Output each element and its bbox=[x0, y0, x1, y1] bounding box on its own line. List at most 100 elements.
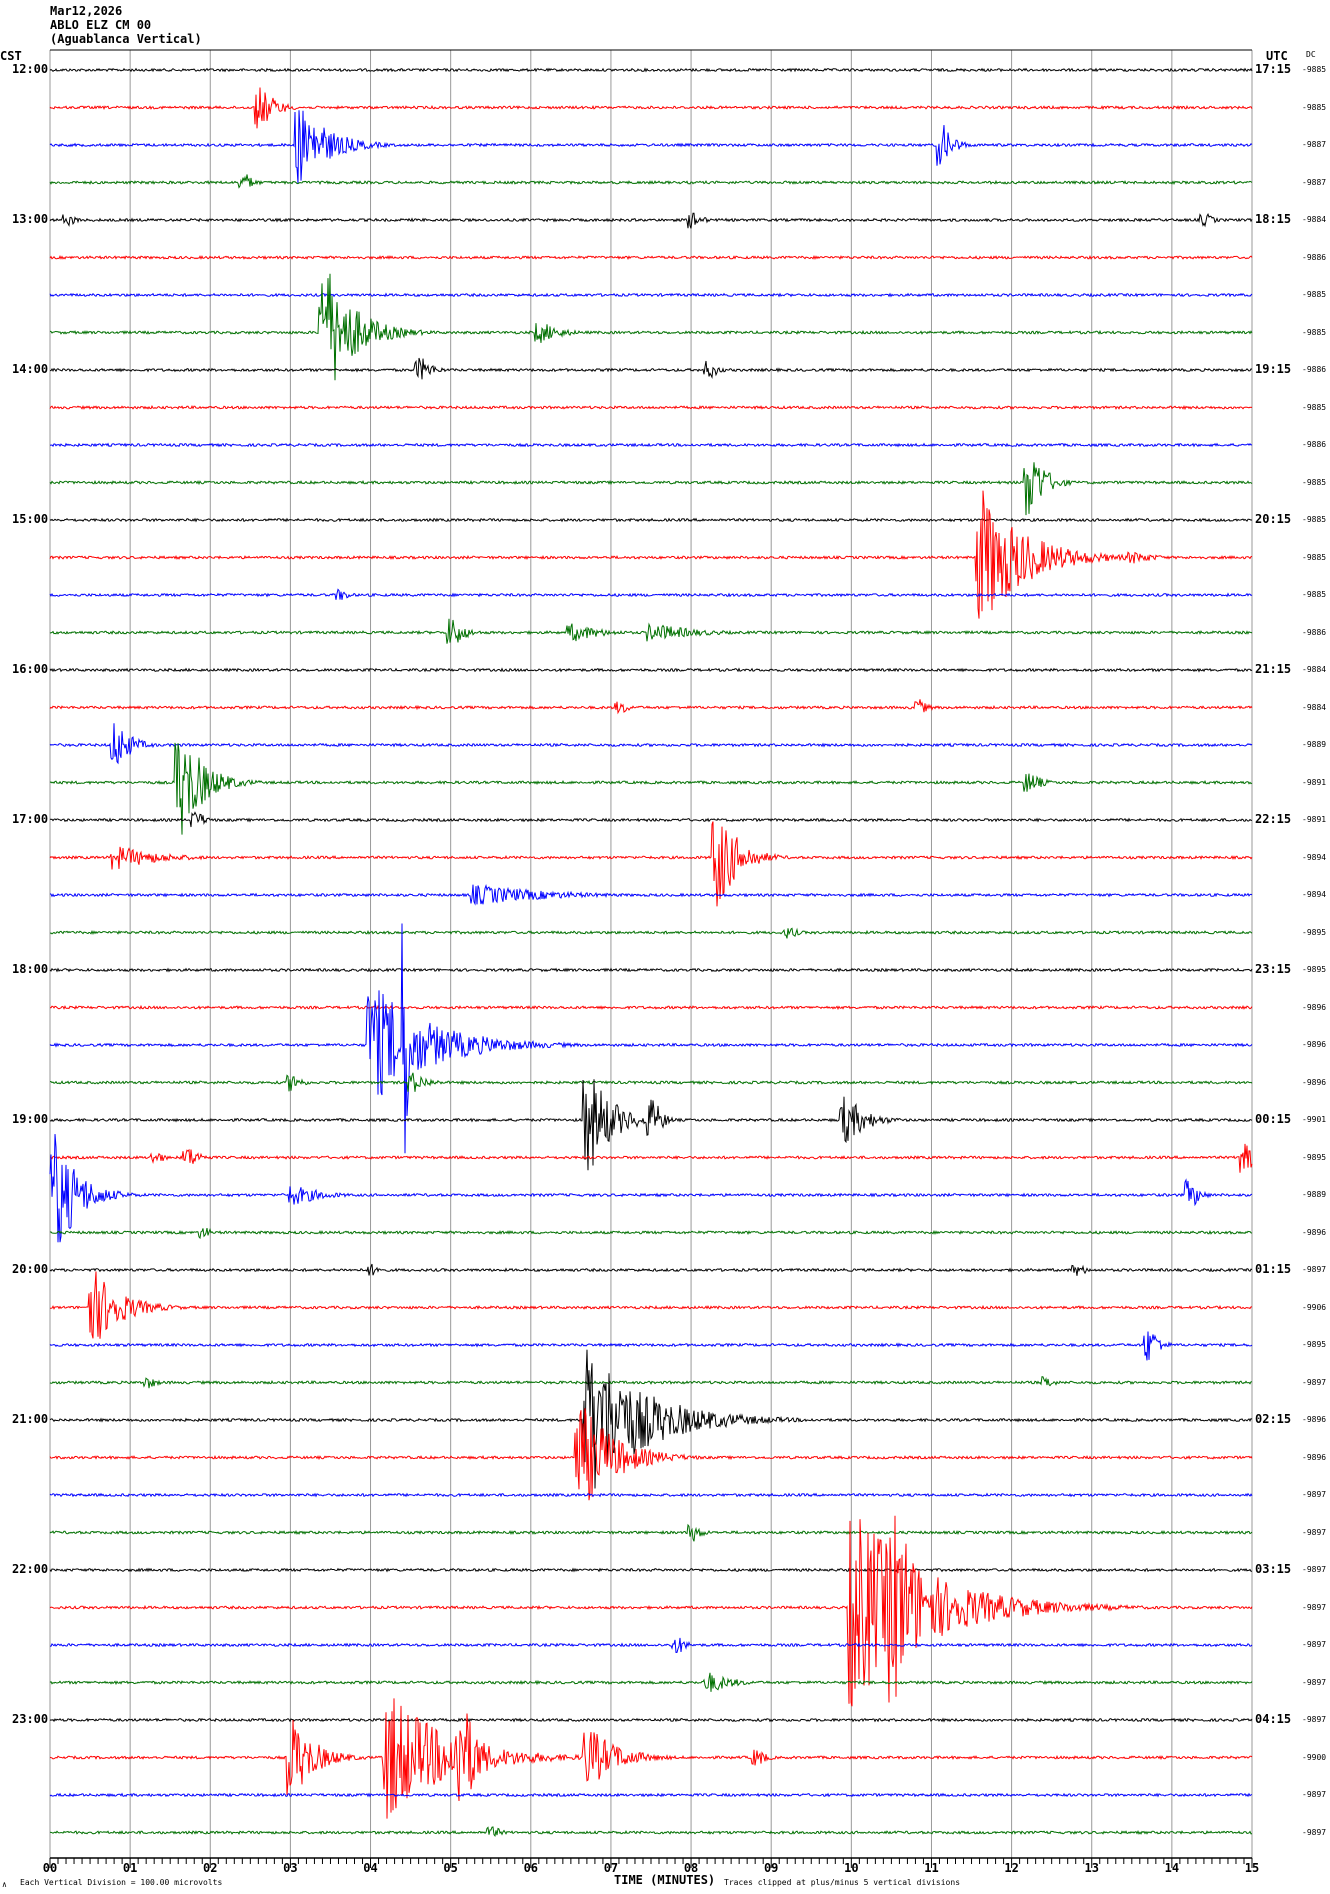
station-location: (Aguablanca Vertical) bbox=[50, 32, 202, 46]
cst-time-label: 19:00 bbox=[12, 1112, 49, 1126]
seismic-trace bbox=[49, 1637, 1253, 1654]
seismic-trace bbox=[49, 292, 1253, 298]
seismic-trace bbox=[50, 1072, 1253, 1092]
seismic-trace bbox=[49, 1134, 1253, 1243]
dc-value: -9896 bbox=[1302, 1077, 1327, 1087]
seismic-trace bbox=[49, 1331, 1253, 1361]
dc-value: -9896 bbox=[1302, 1227, 1327, 1237]
x-tick-label: 03 bbox=[283, 1861, 298, 1875]
utc-time-label: 20:15 bbox=[1255, 512, 1292, 526]
seismic-trace bbox=[49, 1492, 1253, 1498]
cst-time-label: 13:00 bbox=[12, 212, 49, 226]
utc-time-label: 22:15 bbox=[1255, 812, 1292, 826]
seismic-trace bbox=[49, 1567, 1252, 1573]
seismic-trace bbox=[49, 1826, 1253, 1838]
x-tick-label: 08 bbox=[683, 1861, 699, 1875]
dc-value: -9897 bbox=[1302, 1602, 1327, 1612]
utc-time-label: 23:15 bbox=[1255, 962, 1292, 976]
dc-value: -9896 bbox=[1302, 1002, 1327, 1012]
cst-time-label: 20:00 bbox=[12, 1262, 49, 1276]
dc-value: -9885 bbox=[1302, 515, 1327, 524]
x-tick-label: 00 bbox=[42, 1861, 58, 1875]
dc-value: -9894 bbox=[1302, 852, 1327, 862]
seismic-trace bbox=[49, 1523, 1253, 1542]
x-tick-label: 04 bbox=[363, 1861, 378, 1875]
seismic-trace bbox=[49, 699, 1253, 715]
utc-time-label: 04:15 bbox=[1255, 1712, 1292, 1726]
dc-value: -9897 bbox=[1302, 1677, 1327, 1687]
x-tick-label: 11 bbox=[924, 1861, 939, 1875]
dc-value: -9900 bbox=[1302, 1752, 1327, 1762]
corner-mark: ∧ bbox=[2, 1880, 7, 1889]
dc-value: -9897 bbox=[1302, 1827, 1327, 1837]
seismic-trace bbox=[49, 462, 1253, 516]
dc-value: -9895 bbox=[1302, 927, 1327, 937]
x-tick-label: 07 bbox=[603, 1861, 619, 1875]
dc-value: -9885 bbox=[1302, 290, 1327, 299]
dc-value: -9885 bbox=[1302, 102, 1327, 112]
dc-value: -9885 bbox=[1302, 327, 1327, 337]
seismic-trace bbox=[49, 588, 1253, 600]
seismic-trace bbox=[49, 1672, 1253, 1692]
dc-value: -9885 bbox=[1302, 65, 1327, 74]
x-axis-title: TIME (MINUTES) bbox=[614, 1873, 716, 1887]
clip-note: Traces clipped at plus/minus 5 vertical … bbox=[724, 1878, 961, 1887]
dc-value: -9887 bbox=[1302, 140, 1327, 149]
seismic-trace bbox=[49, 212, 1253, 229]
x-tick-label: 06 bbox=[523, 1861, 539, 1875]
seismic-trace bbox=[49, 255, 1253, 261]
utc-time-label: 17:15 bbox=[1255, 62, 1292, 76]
seismic-trace bbox=[49, 87, 1253, 129]
cst-time-label: 21:00 bbox=[12, 1412, 49, 1426]
cst-time-label: 17:00 bbox=[12, 812, 49, 826]
utc-time-label: 21:15 bbox=[1255, 662, 1292, 676]
seismic-trace bbox=[49, 618, 1253, 644]
seismic-trace bbox=[49, 273, 1253, 381]
dc-value: -9897 bbox=[1302, 1640, 1327, 1649]
seismic-trace bbox=[49, 1408, 1253, 1501]
x-tick-label: 01 bbox=[122, 1861, 138, 1875]
seismic-trace bbox=[49, 723, 1253, 765]
utc-time-label: 19:15 bbox=[1255, 362, 1292, 376]
cst-time-label: 23:00 bbox=[12, 1712, 49, 1726]
utc-time-label: 18:15 bbox=[1255, 212, 1292, 226]
seismic-trace bbox=[49, 1515, 1253, 1707]
dc-value: -9885 bbox=[1302, 590, 1327, 599]
seismic-trace bbox=[49, 967, 1253, 973]
x-tick-label: 15 bbox=[1244, 1861, 1260, 1875]
x-tick-label: 05 bbox=[443, 1861, 458, 1875]
cst-time-label: 12:00 bbox=[12, 62, 49, 76]
dc-value: -9896 bbox=[1302, 1452, 1327, 1462]
dc-value: -9901 bbox=[1302, 1115, 1327, 1124]
dc-value: -9895 bbox=[1302, 1340, 1327, 1349]
dc-value: -9897 bbox=[1302, 1790, 1327, 1799]
dc-value: -9886 bbox=[1302, 440, 1327, 449]
x-tick-label: 10 bbox=[844, 1861, 859, 1875]
cst-time-label: 15:00 bbox=[12, 512, 49, 526]
dc-value: -9887 bbox=[1302, 177, 1327, 187]
seismic-trace bbox=[49, 490, 1253, 619]
dc-value: -9894 bbox=[1302, 890, 1327, 899]
seismic-trace bbox=[49, 927, 1253, 939]
dc-value: -9897 bbox=[1302, 1527, 1327, 1537]
seismic-trace bbox=[49, 1227, 1253, 1240]
dc-value: -9885 bbox=[1302, 402, 1327, 412]
seismic-trace bbox=[49, 67, 1253, 73]
x-tick-label: 14 bbox=[1164, 1861, 1180, 1875]
seismic-trace bbox=[49, 883, 1253, 906]
cst-time-label: 22:00 bbox=[12, 1562, 49, 1576]
dc-value: -9906 bbox=[1302, 1302, 1327, 1312]
scale-note: Each Vertical Division = 100.00 microvol… bbox=[20, 1878, 223, 1887]
seismic-trace bbox=[49, 1792, 1253, 1798]
dc-value: -9891 bbox=[1302, 815, 1327, 824]
cst-axis-label: CST bbox=[0, 49, 22, 63]
cst-time-label: 14:00 bbox=[12, 362, 49, 376]
dc-value: -9897 bbox=[1302, 1377, 1327, 1387]
dc-value: -9897 bbox=[1302, 1490, 1327, 1499]
dc-value: -9884 bbox=[1302, 215, 1327, 224]
seismic-trace bbox=[49, 811, 1253, 828]
seismic-trace bbox=[49, 517, 1253, 523]
seismic-trace bbox=[49, 1376, 1253, 1389]
station-code: ABLO ELZ CM 00 bbox=[50, 18, 152, 32]
seismic-trace bbox=[49, 821, 1253, 907]
